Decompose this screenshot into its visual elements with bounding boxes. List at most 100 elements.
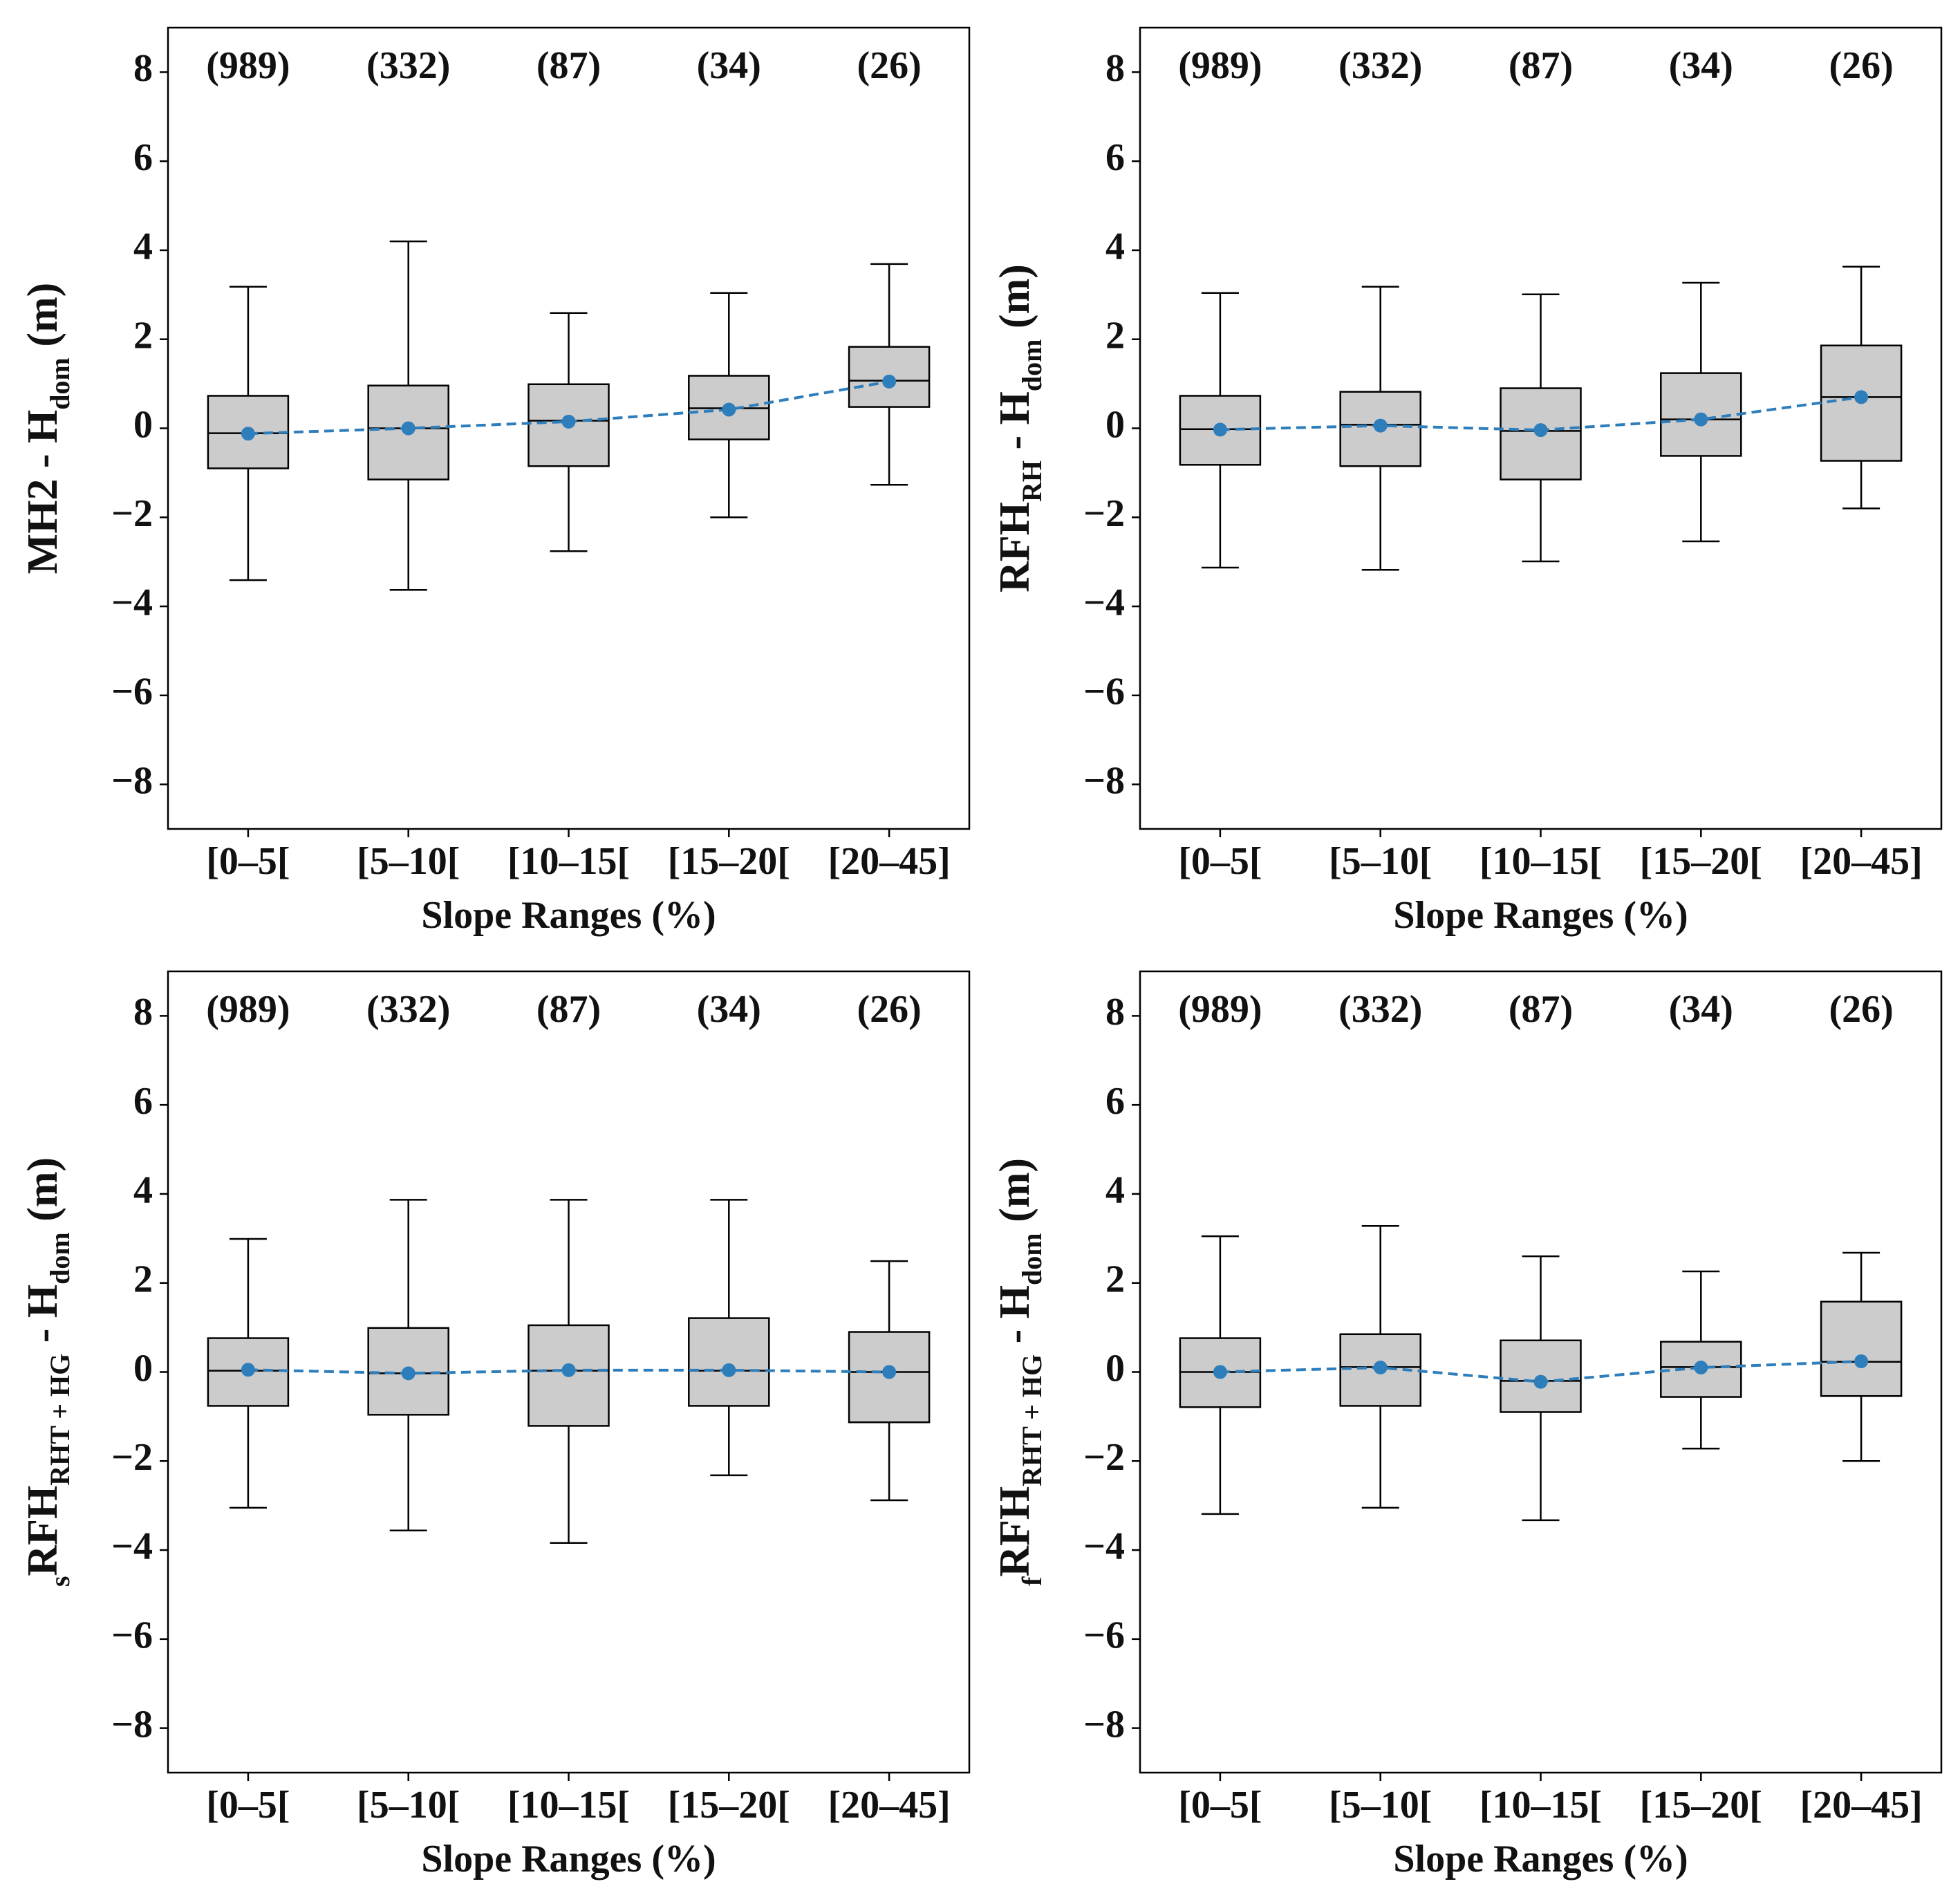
count-label: (332) <box>366 988 450 1031</box>
plot-frame <box>167 970 971 1774</box>
count-label: (26) <box>1829 988 1893 1031</box>
y-axis-label-part: - H <box>991 391 1038 460</box>
y-tick-label: −6 <box>111 671 153 713</box>
mean-point <box>722 402 736 417</box>
y-axis-label-part: dom <box>44 357 75 410</box>
y-axis-label-part: (m) <box>991 264 1038 339</box>
x-tick-label: [0–5[ <box>1178 1784 1262 1827</box>
y-tick-label: −2 <box>111 492 153 535</box>
y-axis-label: sRFHRHT + HG - Hdom (m) <box>19 1157 75 1587</box>
box <box>1820 1300 1903 1397</box>
x-tick-label: [20–45] <box>1800 840 1922 883</box>
y-tick-label: 6 <box>133 1080 153 1123</box>
y-axis-label-part: (m) <box>19 1157 66 1232</box>
mean-point <box>241 1363 255 1377</box>
mean-point <box>1213 1365 1227 1379</box>
y-tick-label: 0 <box>1105 1347 1125 1390</box>
y-axis-label-part: RHT + HG <box>1016 1354 1047 1486</box>
x-tick-label: [10–15[ <box>507 840 630 883</box>
mean-point <box>1373 418 1388 433</box>
x-axis-label: Slope Ranges (%) <box>421 894 716 937</box>
mean-point <box>561 414 576 429</box>
y-tick-label: 8 <box>1105 47 1125 90</box>
count-label: (26) <box>1829 44 1893 87</box>
mean-point <box>1854 390 1869 404</box>
plot-frame <box>167 26 971 830</box>
y-axis-label-part: RFH <box>19 1486 66 1576</box>
y-tick-label: −6 <box>1083 1614 1125 1657</box>
y-tick-label: −8 <box>1083 759 1125 802</box>
y-tick-label: 6 <box>1105 136 1125 179</box>
y-tick-label: 0 <box>133 403 153 446</box>
mean-point <box>561 1363 576 1377</box>
x-axis-label: Slope Ranges (%) <box>1393 894 1688 937</box>
count-label: (34) <box>697 44 761 87</box>
plot-frame <box>1139 26 1943 830</box>
y-axis-label-part: RH <box>1016 460 1047 502</box>
y-axis-label-part: RFH <box>991 1486 1038 1577</box>
y-axis-label-part: - H <box>19 1285 66 1354</box>
mean-point <box>882 1365 897 1379</box>
y-axis-label-part: dom <box>44 1232 75 1285</box>
mean-point <box>1694 1361 1708 1375</box>
y-tick-label: 6 <box>1105 1080 1125 1123</box>
y-axis-label: RFHRH - Hdom (m) <box>991 264 1047 592</box>
y-axis-label-part: MH2 - H <box>19 410 66 575</box>
mean-point <box>1373 1361 1388 1375</box>
y-axis-label-part: - H <box>991 1285 1038 1354</box>
count-label: (34) <box>697 988 761 1031</box>
count-label: (87) <box>536 988 601 1031</box>
x-tick-label: [15–20[ <box>668 1784 790 1827</box>
panel: −8 −6 −4 −2 0 2 4 6 8 sRFHRHT + HG - Hdom (m) Slop… <box>19 970 971 1880</box>
count-label: (989) <box>206 44 290 87</box>
panel: −8 −6 −4 −2 0 2 4 6 8 fRFHRHT + HG - Hdom (m) Slop… <box>991 970 1943 1880</box>
x-tick-label: [5–10[ <box>357 840 460 883</box>
y-tick-label: −8 <box>1083 1703 1125 1746</box>
y-tick-label: −4 <box>111 1525 153 1568</box>
y-tick-label: 0 <box>1105 403 1125 446</box>
y-axis-label-part: s <box>44 1576 75 1587</box>
count-label: (332) <box>1338 988 1422 1031</box>
y-tick-label: −8 <box>111 759 153 802</box>
x-tick-label: [5–10[ <box>1329 840 1432 883</box>
x-tick-label: [10–15[ <box>1480 840 1602 883</box>
y-tick-label: −6 <box>111 1614 153 1657</box>
mean-point <box>401 421 416 436</box>
count-label: (332) <box>366 44 450 87</box>
mean-point <box>1854 1354 1869 1369</box>
x-tick-label: [0–5[ <box>206 1784 290 1827</box>
count-label: (332) <box>1338 44 1422 87</box>
y-axis-label-part: dom <box>1016 339 1047 392</box>
panel: −8 −6 −4 −2 0 2 4 6 8 RFHRH - Hdom (m) Slope Range… <box>991 26 1943 937</box>
y-tick-label: 4 <box>1105 1169 1125 1212</box>
y-tick-label: −4 <box>111 581 153 624</box>
count-label: (87) <box>1509 44 1573 87</box>
y-axis-label-part: dom <box>1016 1233 1047 1285</box>
mean-point <box>241 427 255 441</box>
y-tick-label: 8 <box>133 47 153 90</box>
count-label: (989) <box>1178 44 1262 87</box>
y-tick-label: 8 <box>1105 991 1125 1034</box>
mean-point <box>1533 1374 1548 1389</box>
y-tick-label: −8 <box>111 1703 153 1746</box>
x-tick-label: [10–15[ <box>1480 1784 1602 1827</box>
x-axis-label: Slope Ranges (%) <box>1393 1838 1688 1880</box>
count-label: (34) <box>1669 988 1733 1031</box>
mean-point <box>1694 412 1708 427</box>
y-tick-label: 2 <box>133 1258 153 1301</box>
y-tick-label: 2 <box>1105 1258 1125 1301</box>
box <box>688 1317 770 1407</box>
mean-point <box>1533 423 1548 438</box>
panel: −8 −6 −4 −2 0 2 4 6 8 MH2 - Hdom (m) Slope Ranges … <box>19 26 971 937</box>
y-axis-label: MH2 - Hdom (m) <box>19 283 75 575</box>
x-tick-label: [15–20[ <box>1640 840 1762 883</box>
x-tick-label: [0–5[ <box>206 840 290 883</box>
x-tick-label: [5–10[ <box>1329 1784 1432 1827</box>
y-axis-label-part: (m) <box>991 1158 1038 1233</box>
y-axis-label: fRFHRHT + HG - Hdom (m) <box>991 1158 1047 1586</box>
y-tick-label: 4 <box>133 1169 153 1212</box>
y-tick-label: −4 <box>1083 581 1125 624</box>
mean-point <box>401 1366 416 1381</box>
